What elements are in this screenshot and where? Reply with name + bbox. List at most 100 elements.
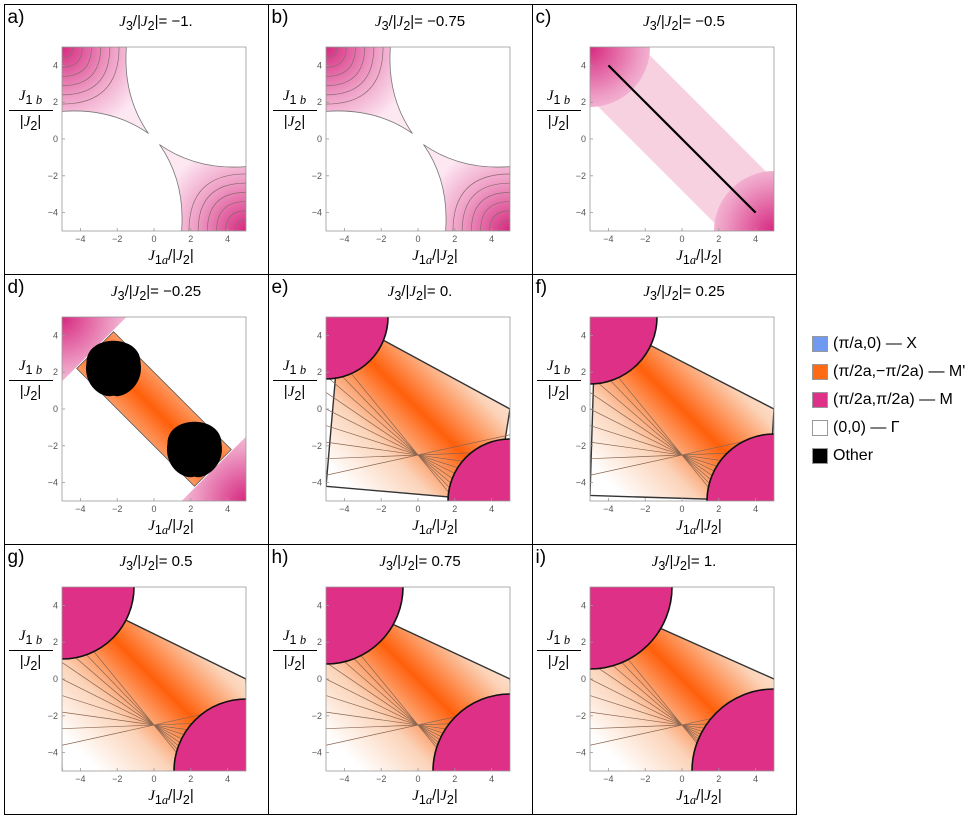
plot-area: −4 −2 0 2 4 4 2 0 −2 −4 bbox=[575, 46, 774, 244]
x-tick-label: 4 bbox=[225, 234, 230, 244]
x-tick-label: −4 bbox=[603, 234, 613, 244]
m-region-lower-right bbox=[690, 687, 774, 771]
plot-area: −4 −2 0 2 4 4 2 0 −2 −4 bbox=[47, 316, 246, 514]
x-tick-label: 2 bbox=[452, 774, 457, 784]
y-axis-label: J1 b |J2| bbox=[8, 87, 53, 133]
contour-line bbox=[215, 200, 246, 231]
y-tick-label: −4 bbox=[575, 477, 585, 487]
panel-e: e) J3/|J2|= 0. −4 −2 0 2 4 4 2 0 −2 −4 J1a/|J2| J1 b |… bbox=[267, 273, 533, 545]
x-tick-label: 0 bbox=[151, 504, 156, 514]
x-tick-label: −2 bbox=[112, 504, 122, 514]
y-tick-label: −2 bbox=[47, 710, 57, 720]
x-tick-label: 2 bbox=[452, 504, 457, 514]
m-region-upper-left bbox=[589, 316, 658, 385]
m-region-lower-right bbox=[446, 437, 510, 501]
y-tick-label: −4 bbox=[311, 207, 321, 217]
x-tick-label: 2 bbox=[188, 234, 193, 244]
contour-line bbox=[325, 342, 456, 501]
x-tick-label: −2 bbox=[640, 504, 650, 514]
contour-line bbox=[488, 209, 510, 231]
contour-line bbox=[325, 46, 365, 86]
panel-title-value: −0.25 bbox=[163, 282, 202, 300]
y-tick-label: −4 bbox=[47, 747, 57, 757]
y-tick-label: 4 bbox=[52, 330, 57, 340]
y-tick-label: −2 bbox=[575, 440, 585, 450]
panel-letter: g) bbox=[7, 546, 25, 568]
panel-a: a) J3/|J2|= −1. −4 −2 0 2 4 4 2 0 −2 −4 J1a/|J2| J1 b… bbox=[3, 3, 269, 275]
x-axis-label: J1a/|J2| bbox=[148, 786, 194, 807]
x-tick-label: −2 bbox=[376, 774, 386, 784]
panel-i: i) J3/|J2|= 1. −4 −2 0 2 4 4 2 0 −2 −4 J1a/|J2| J1 b |… bbox=[531, 543, 797, 815]
x-tick-label: 0 bbox=[415, 234, 420, 244]
panel-title-value: 0.75 bbox=[431, 552, 461, 570]
x-tick-label: 0 bbox=[679, 774, 684, 784]
contour-line bbox=[197, 182, 246, 231]
contour-line bbox=[234, 219, 246, 231]
contour-line bbox=[61, 46, 73, 58]
x-axis-label: J1a/|J2| bbox=[412, 246, 458, 267]
panel-letter: d) bbox=[7, 276, 25, 298]
legend-swatch-gamma bbox=[812, 420, 828, 436]
contour-line bbox=[325, 46, 356, 77]
m-region-upper-left bbox=[325, 316, 389, 380]
legend-swatch-other bbox=[812, 448, 828, 464]
x-tick-label: −4 bbox=[339, 234, 349, 244]
m-region-upper-left bbox=[325, 586, 404, 665]
panel-title-value: −0.5 bbox=[695, 12, 725, 30]
phase-diagram-grid: a) J3/|J2|= −1. −4 −2 0 2 4 4 2 0 −2 −4 J1a/|J2| J1 b… bbox=[3, 3, 797, 816]
y-axis-label: J1 b |J2| bbox=[536, 87, 581, 133]
panel-title: J3/|J2|= −0.5 bbox=[643, 12, 725, 33]
panel-letter: e) bbox=[271, 276, 289, 298]
contour-line bbox=[325, 46, 374, 95]
transition-line bbox=[607, 64, 756, 213]
plot-area: −4 −2 0 2 4 4 2 0 −2 −4 bbox=[311, 316, 510, 514]
panel-title-value: −1. bbox=[171, 12, 193, 30]
y-tick-label: 2 bbox=[580, 367, 585, 377]
legend: (π/a,0) — X (π/2a,−π/2a) — M' (π/2a,π/2a… bbox=[812, 330, 978, 470]
x-tick-label: 0 bbox=[679, 234, 684, 244]
contour-line bbox=[325, 46, 347, 68]
y-tick-label: −2 bbox=[47, 440, 57, 450]
y-tick-label: 2 bbox=[316, 367, 321, 377]
y-tick-label: −2 bbox=[311, 710, 321, 720]
y-axis-label: J1 b |J2| bbox=[536, 357, 581, 403]
y-axis-label: J1 b |J2| bbox=[536, 627, 581, 673]
y-axis-label: J1 b |J2| bbox=[272, 357, 317, 403]
x-tick-label: 2 bbox=[716, 774, 721, 784]
x-tick-label: −4 bbox=[603, 504, 613, 514]
other-region-2 bbox=[166, 421, 222, 477]
x-tick-label: 4 bbox=[753, 234, 758, 244]
m-region-lower-right bbox=[158, 143, 246, 231]
y-tick-label: 4 bbox=[580, 60, 585, 70]
panel-letter: a) bbox=[7, 6, 25, 28]
x-tick-label: 0 bbox=[415, 504, 420, 514]
x-tick-label: −2 bbox=[640, 774, 650, 784]
y-tick-label: 2 bbox=[316, 637, 321, 647]
panel-letter: i) bbox=[535, 546, 547, 568]
x-tick-label: 4 bbox=[753, 774, 758, 784]
y-tick-label: −4 bbox=[47, 207, 57, 217]
x-tick-label: −4 bbox=[75, 504, 85, 514]
plot-area: −4 −2 0 2 4 4 2 0 −2 −4 bbox=[575, 316, 774, 514]
x-tick-label: −4 bbox=[339, 504, 349, 514]
x-axis-label: J1a/|J2| bbox=[148, 246, 194, 267]
y-axis-label: J1 b |J2| bbox=[8, 357, 53, 403]
panel-title: J3/|J2|= −1. bbox=[119, 12, 193, 33]
y-tick-label: 2 bbox=[52, 97, 57, 107]
legend-item-m-prime: (π/2a,−π/2a) — M' bbox=[812, 358, 978, 386]
x-tick-label: 2 bbox=[188, 774, 193, 784]
m-region-lower-right bbox=[172, 697, 246, 771]
panel-title-value: 0.5 bbox=[171, 552, 193, 570]
x-tick-label: 4 bbox=[753, 504, 758, 514]
legend-label-other: Other bbox=[833, 447, 874, 464]
y-tick-label: −4 bbox=[311, 747, 321, 757]
contour-line bbox=[325, 46, 337, 58]
plot-area: −4 −2 0 2 4 4 2 0 −2 −4 bbox=[311, 586, 510, 784]
panel-title-value: 0. bbox=[439, 282, 453, 300]
y-tick-label: 2 bbox=[580, 97, 585, 107]
legend-label-m-prime: (π/2a,−π/2a) — M' bbox=[833, 363, 966, 380]
y-tick-label: −2 bbox=[311, 440, 321, 450]
x-tick-label: −4 bbox=[75, 774, 85, 784]
y-tick-label: 4 bbox=[580, 600, 585, 610]
x-axis-label: J1a/|J2| bbox=[412, 516, 458, 537]
